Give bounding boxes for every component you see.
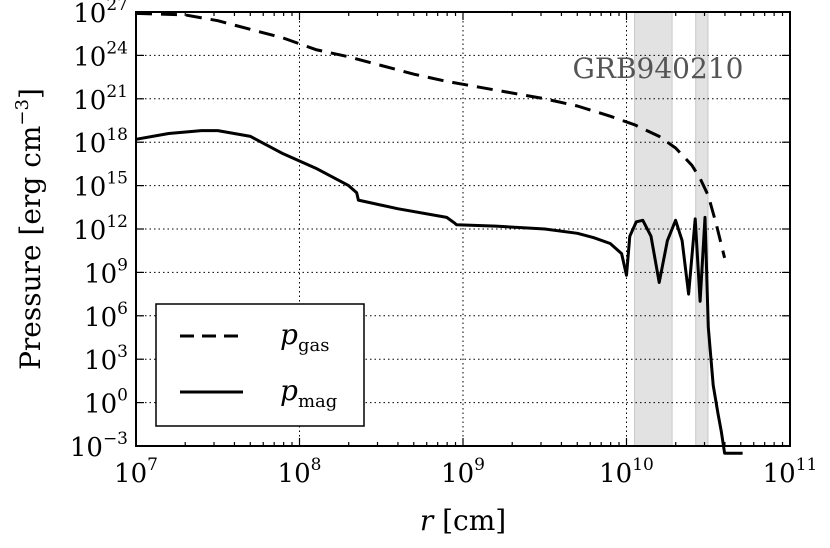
x-tick-label-1: 108 [278,455,322,489]
y-tick-label-8: 103 [84,342,128,376]
y-tick-label-0: 1027 [73,0,128,29]
y-tick-label-4: 1015 [73,169,128,203]
legend-label-gas: pgas [280,318,329,356]
y-axis-label: Pressure [erg cm−3] [12,88,47,370]
legend: pgas pmag [155,303,365,427]
legend-box [155,303,365,427]
x-tick-label-0: 107 [114,455,158,489]
y-tick-labels: 1027 1024 1021 1018 1015 1012 109 106 103 100 10−3 [70,0,128,463]
y-tick-label-2: 1021 [73,82,128,116]
y-tick-label-5: 1012 [73,212,128,246]
y-tick-label-1: 1024 [73,38,128,72]
x-axis-label: r [cm] [420,504,506,537]
series-line-p-gas [135,11,727,259]
ticks [135,11,790,447]
x-tick-label-3: 1010 [599,455,654,489]
y-tick-label-9: 100 [84,386,128,420]
legend-label-mag: pmag [280,374,337,412]
y-tick-label-7: 106 [84,299,128,333]
x-tick-labels: 107 108 109 1010 1011 [114,455,817,489]
series-line-p-mag [135,129,743,455]
y-tick-label-6: 109 [84,255,128,289]
y-tick-label-10: 10−3 [70,429,128,463]
x-tick-label-2: 109 [441,455,485,489]
x-tick-label-4: 1011 [763,455,818,489]
y-tick-label-3: 1018 [73,125,128,159]
annotation-grb: GRB940210 [573,52,744,85]
series [135,11,743,455]
